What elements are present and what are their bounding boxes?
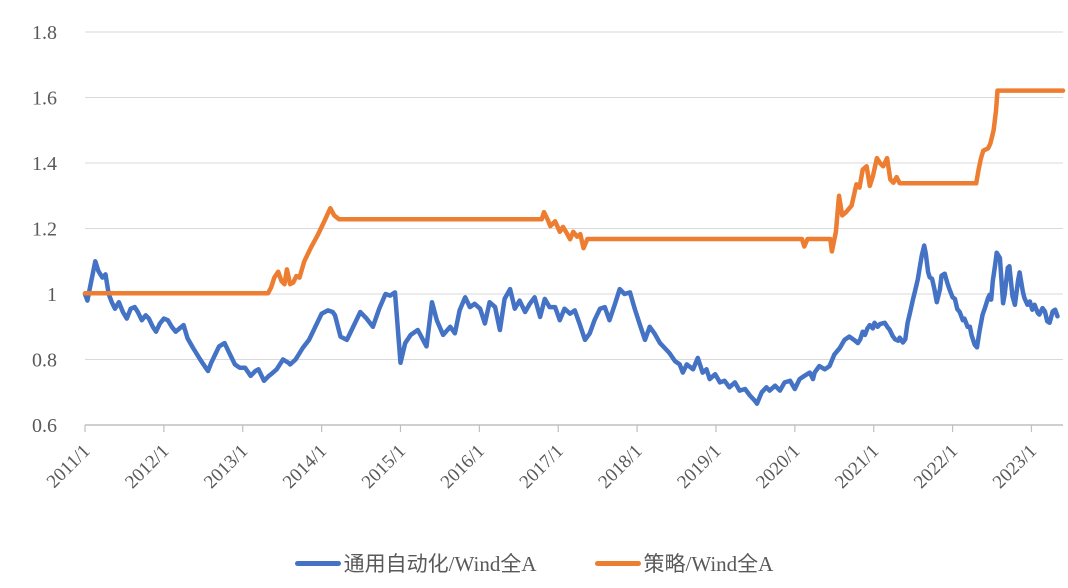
y-axis-label: 0.6 [32,415,57,437]
x-axis-label: 2023/1 [989,441,1041,493]
y-axis-label: 0.8 [32,350,57,372]
y-axis-label: 1.4 [32,153,57,175]
x-axis-label: 2020/1 [752,441,804,493]
y-axis-label: 1.8 [32,22,57,44]
legend-label-series-0: 通用自动化/Wind全A [343,552,537,576]
legend-swatch-orange-line [594,560,641,566]
y-axis-label: 1.6 [32,88,57,110]
legend: 通用自动化/Wind全A 策略/Wind全A [0,546,1068,580]
x-axis-label: 2012/1 [121,441,173,493]
x-axis-label: 2016/1 [437,441,489,493]
legend-swatch-blue-line [294,560,341,566]
x-axis-label: 2022/1 [910,441,962,493]
legend-item-series-1: 策略/Wind全A [594,548,774,578]
x-axis-label: 2014/1 [279,441,331,493]
x-axis-label: 2017/1 [516,441,568,493]
x-axis-label: 2011/1 [43,441,95,493]
legend-item-series-0: 通用自动化/Wind全A [294,548,537,578]
x-axis-label: 2019/1 [673,441,725,493]
series-line-1 [82,88,1066,296]
y-axis-label: 1 [47,284,57,306]
x-axis-label: 2013/1 [200,441,252,493]
x-axis-label: 2021/1 [831,441,883,493]
legend-label-series-1: 策略/Wind全A [643,552,774,576]
x-axis-label: 2018/1 [594,441,646,493]
series-line-0 [82,243,1060,406]
y-axis-label: 1.2 [32,219,57,241]
x-axis-label: 2015/1 [358,441,410,493]
